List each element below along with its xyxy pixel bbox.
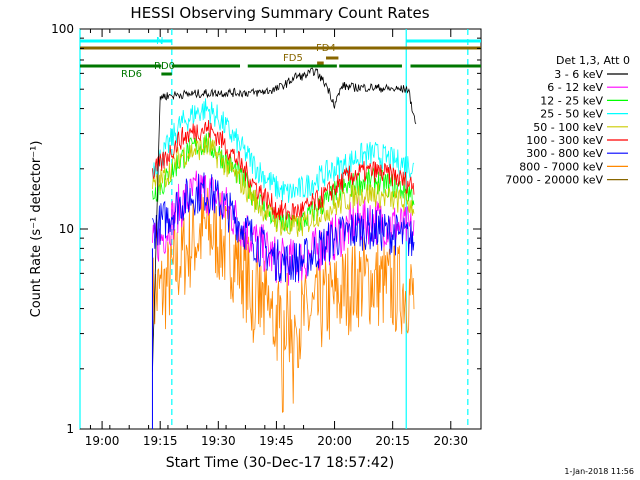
- flag-label-rd6: RD6: [121, 69, 142, 80]
- series-line-300to800keV: [152, 172, 415, 283]
- series-line-6to12keV: [152, 170, 415, 286]
- series-line-800to7000keV: [152, 187, 415, 413]
- flag-label-fd4: FD4: [316, 43, 336, 54]
- legend-label-5: 100 - 300 keV: [526, 134, 603, 147]
- legend-label-1: 6 - 12 keV: [547, 81, 603, 94]
- y-tick-label-1: 10: [59, 222, 74, 236]
- y-tick-label-2: 100: [51, 22, 74, 36]
- x-tick-label-6: 20:30: [433, 434, 468, 448]
- series-line-50to100keV: [152, 135, 415, 237]
- x-tick-label-2: 19:30: [201, 434, 236, 448]
- series-layer: [151, 67, 417, 429]
- x-axis-label: Start Time (30-Dec-17 18:57:42): [166, 455, 394, 471]
- footer-timestamp: 1-Jan-2018 11:56: [564, 467, 634, 476]
- legend-header: Det 1,3, Att 0: [556, 54, 630, 67]
- x-tick-label-3: 19:45: [259, 434, 294, 448]
- legend-label-3: 25 - 50 keV: [540, 108, 603, 121]
- flag-label-rd0: RD0: [154, 61, 175, 72]
- flag-label-n: N: [156, 36, 163, 47]
- flag-lines-layer: N FD4 FD5 RD0 RD6: [79, 29, 481, 429]
- x-tick-label-0: 19:00: [85, 434, 120, 448]
- legend-label-7: 800 - 7000 keV: [519, 160, 603, 173]
- axes-layer: 19:00 19:15 19:30 19:45 20:00 20:15 20:30 1 10 10…: [51, 22, 481, 448]
- series-line-3to6keV: [152, 67, 417, 372]
- legend-label-4: 50 - 100 keV: [533, 121, 603, 134]
- x-tick-label-4: 20:00: [317, 434, 352, 448]
- legend-label-6: 300 - 800 keV: [526, 147, 603, 160]
- series-line-25to50keV: [152, 98, 415, 203]
- y-tick-label-0: 1: [66, 422, 74, 436]
- flag-label-fd5: FD5: [283, 53, 303, 64]
- legend-label-2: 12 - 25 keV: [540, 94, 603, 107]
- y-axis-label: Count Rate (s⁻¹ detector⁻¹): [29, 141, 44, 318]
- x-tick-label-1: 19:15: [143, 434, 178, 448]
- series-line-100to300keV: [152, 119, 415, 222]
- legend-label-0: 3 - 6 keV: [554, 68, 603, 81]
- x-tick-label-5: 20:15: [375, 434, 410, 448]
- chart-title: HESSI Observing Summary Count Rates: [130, 4, 429, 22]
- legend-label-8: 7000 - 20000 keV: [505, 174, 603, 187]
